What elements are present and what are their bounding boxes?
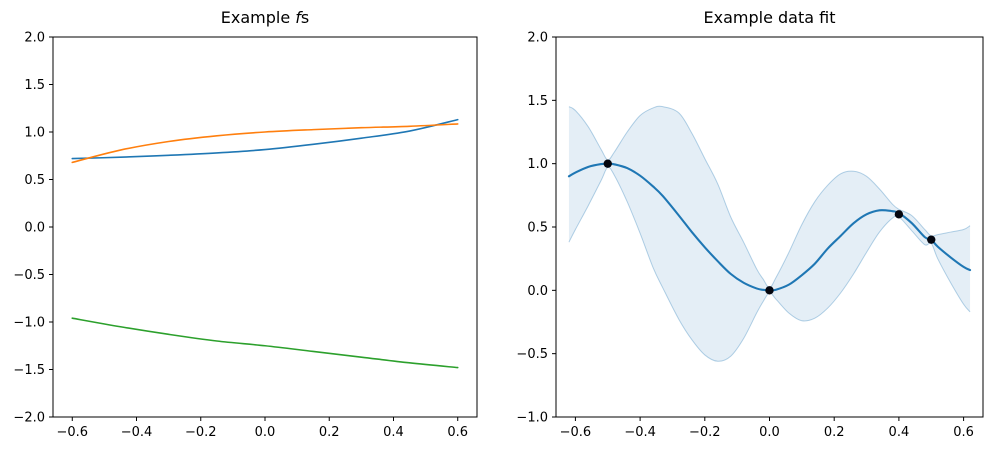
data-point (927, 235, 936, 244)
x-tick-label: 0.0 (759, 425, 780, 440)
left-title-prefix: Example (220, 8, 296, 27)
x-tick-label: 0.6 (953, 425, 974, 440)
data-point (894, 210, 904, 219)
x-tick-label: −0.6 (560, 425, 592, 440)
x-tick-label: −0.4 (121, 425, 153, 440)
y-tick-label: −1.5 (13, 363, 45, 378)
y-tick-label: 1.0 (24, 126, 45, 141)
right-plot-title: Example data fit (556, 8, 983, 27)
x-tick-label: 0.2 (824, 425, 845, 440)
x-tick-label: 0.0 (255, 425, 276, 440)
data-point (603, 159, 612, 168)
data-point (765, 286, 774, 295)
y-axis: −1.0 −0.5 0.0 0.5 1.0 1.5 2.0 (516, 31, 556, 426)
y-tick-label: −1.0 (516, 411, 548, 426)
curve-f1 (71, 118, 459, 160)
y-tick-label: 2.0 (527, 31, 548, 46)
y-tick-label: 0.5 (527, 221, 548, 236)
right-plot: −0.6 −0.4 −0.2 0.0 0.2 0.4 0.6 −1.0 −0.5 0.0 0.5 1.… (516, 31, 984, 440)
left-plot: −0.6 −0.4 −0.2 0.0 0.2 0.4 0.6 −2.0 −1.5 −1.0 −0.5… (13, 31, 478, 440)
confidence-band (568, 106, 971, 362)
x-axis: −0.6 −0.4 −0.2 0.0 0.2 0.4 0.6 (56, 417, 468, 440)
x-axis: −0.6 −0.4 −0.2 0.0 0.2 0.4 0.6 (560, 417, 974, 440)
y-tick-label: −2.0 (13, 411, 45, 426)
y-tick-label: 1.5 (24, 78, 45, 93)
y-tick-label: −0.5 (13, 268, 45, 283)
x-tick-label: 0.2 (319, 425, 340, 440)
x-tick-label: −0.2 (185, 425, 217, 440)
curve-f2 (71, 123, 459, 164)
x-tick-label: 0.4 (889, 425, 910, 440)
y-tick-label: 0.0 (24, 221, 45, 236)
x-tick-label: 0.4 (383, 425, 404, 440)
y-tick-label: 0.5 (24, 173, 45, 188)
y-tick-label: −1.0 (13, 316, 45, 331)
y-axis: −2.0 −1.5 −1.0 −0.5 0.0 0.5 1.0 1.5 2.0 (13, 31, 53, 426)
axes-frame (52, 36, 478, 418)
curve-f3 (71, 317, 459, 369)
y-tick-label: −0.5 (516, 347, 548, 362)
right-title-text: Example data fit (703, 8, 836, 27)
y-tick-label: 1.5 (527, 94, 548, 109)
x-tick-label: 0.6 (447, 425, 468, 440)
left-title-suffix: s (300, 8, 310, 27)
left-title-math-f: f (295, 8, 301, 27)
x-tick-label: −0.4 (624, 425, 656, 440)
y-tick-label: 1.0 (527, 157, 548, 172)
left-plot-title: Example fs (53, 8, 477, 27)
y-tick-label: 2.0 (24, 31, 45, 46)
x-tick-label: −0.2 (689, 425, 721, 440)
y-tick-label: 0.0 (527, 284, 548, 299)
x-tick-label: −0.6 (56, 425, 88, 440)
